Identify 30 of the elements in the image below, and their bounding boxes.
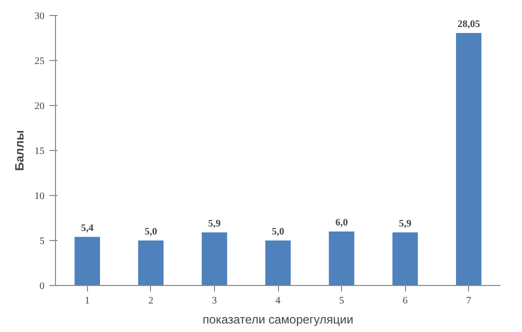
x-tick-label: 2 [148, 296, 154, 306]
x-tick-label: 7 [466, 296, 472, 306]
y-tick-label: 0 [40, 281, 44, 292]
data-label: 5,0 [144, 226, 158, 238]
x-tick-label: 6 [402, 296, 408, 306]
bar [202, 232, 228, 286]
y-tick-label: 25 [34, 56, 44, 67]
y-tick-label: 20 [34, 101, 44, 112]
x-tick-label: 4 [276, 296, 280, 306]
data-label: 5,9 [398, 218, 412, 230]
data-label: 5,4 [81, 222, 94, 234]
x-tick-label: 1 [84, 296, 90, 306]
y-tick-label: 30 [34, 11, 44, 22]
x-axis-title: показатели саморегуляции [202, 312, 354, 326]
bar [74, 236, 100, 286]
data-label: 6,0 [335, 218, 348, 228]
data-label: 28,05 [457, 19, 480, 30]
data-label: 5,9 [208, 218, 221, 230]
y-tick-label: 10 [34, 191, 44, 202]
y-tick-label: 15 [34, 146, 44, 157]
y-axis-title: Баллы [12, 130, 26, 171]
x-tick-label: 5 [339, 296, 344, 306]
y-tick-label: 5 [40, 236, 44, 247]
bar [328, 232, 354, 286]
data-label: 5,0 [272, 226, 284, 238]
x-tick-label: 3 [212, 296, 217, 306]
bar [392, 232, 418, 286]
bar [265, 240, 291, 286]
bar [138, 240, 164, 286]
bar [456, 33, 482, 286]
